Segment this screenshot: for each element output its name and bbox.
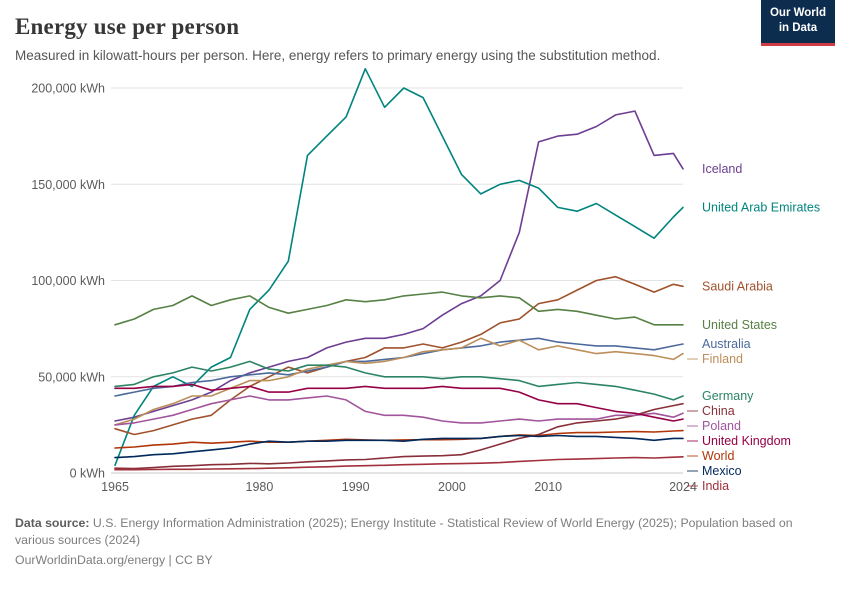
data-source-text: U.S. Energy Information Administration (… xyxy=(15,516,793,547)
owid-link[interactable]: OurWorldinData.org/energy | CC BY xyxy=(15,553,213,568)
chart-footer: Data source: U.S. Energy Information Adm… xyxy=(15,515,835,567)
x-tick-label: 2000 xyxy=(438,480,466,494)
x-tick-label: 1965 xyxy=(101,480,129,494)
series-label-india[interactable]: India xyxy=(702,479,729,493)
series-line-united-arab-emirates[interactable] xyxy=(114,67,684,467)
series-line-iceland[interactable] xyxy=(114,110,684,422)
page-title: Energy use per person xyxy=(15,14,240,39)
y-tick-label: 0 kWh xyxy=(70,467,105,481)
y-tick-label: 50,000 kWh xyxy=(38,370,105,384)
series-label-australia[interactable]: Australia xyxy=(702,337,751,351)
line-chart-canvas[interactable]: 0 kWh 50,000 kWh 100,000 kWh 150,000 kWh 200… xyxy=(15,65,850,513)
series-label-germany[interactable]: Germany xyxy=(702,389,754,403)
chart-subtitle: Measured in kilowatt-hours per person. H… xyxy=(15,48,661,63)
x-tick-label: 1980 xyxy=(246,480,274,494)
series-label-mexico[interactable]: Mexico xyxy=(702,464,742,478)
logo-line1: Our World xyxy=(769,7,826,19)
series-line-poland[interactable] xyxy=(114,395,684,426)
series-line-world[interactable] xyxy=(114,429,684,449)
data-source-label: Data source: xyxy=(15,516,90,530)
series-label-china[interactable]: China xyxy=(702,404,735,418)
series-line-india[interactable] xyxy=(114,455,684,471)
chart-header: Energy use per person Measured in kilowa… xyxy=(15,0,835,63)
y-tick-label: 150,000 kWh xyxy=(31,178,105,192)
series-line-mexico[interactable] xyxy=(114,434,684,459)
series-label-finland[interactable]: Finland xyxy=(702,352,743,366)
series-label-iceland[interactable]: Iceland xyxy=(702,162,742,176)
series-label-united-arab-emirates[interactable]: United Arab Emirates xyxy=(702,200,820,214)
series-label-world[interactable]: World xyxy=(702,449,734,463)
x-tick-label: 2010 xyxy=(534,480,562,494)
series-label-united-kingdom[interactable]: United Kingdom xyxy=(702,434,791,448)
logo-line2: in Data xyxy=(778,21,818,34)
series-line-china[interactable] xyxy=(114,402,684,470)
series-label-united-states[interactable]: United States xyxy=(702,318,777,332)
series-label-poland[interactable]: Poland xyxy=(702,419,741,433)
y-tick-label: 100,000 kWh xyxy=(31,274,105,288)
series-label-saudi-arabia[interactable]: Saudi Arabia xyxy=(702,279,773,293)
y-tick-label: 200,000 kWh xyxy=(31,82,105,96)
series-line-germany[interactable] xyxy=(114,360,684,401)
x-tick-label: 2024 xyxy=(669,480,697,494)
series-line-united-kingdom[interactable] xyxy=(114,383,684,422)
x-tick-label: 1990 xyxy=(342,480,370,494)
series-line-united-states[interactable] xyxy=(114,291,684,326)
series-line-saudi-arabia[interactable] xyxy=(114,275,684,436)
line-chart-figure: 0 kWh 50,000 kWh 100,000 kWh 150,000 kWh 200… xyxy=(15,65,835,513)
owid-logo[interactable]: Our World in Data xyxy=(760,0,835,46)
series-line-finland[interactable] xyxy=(114,337,684,426)
